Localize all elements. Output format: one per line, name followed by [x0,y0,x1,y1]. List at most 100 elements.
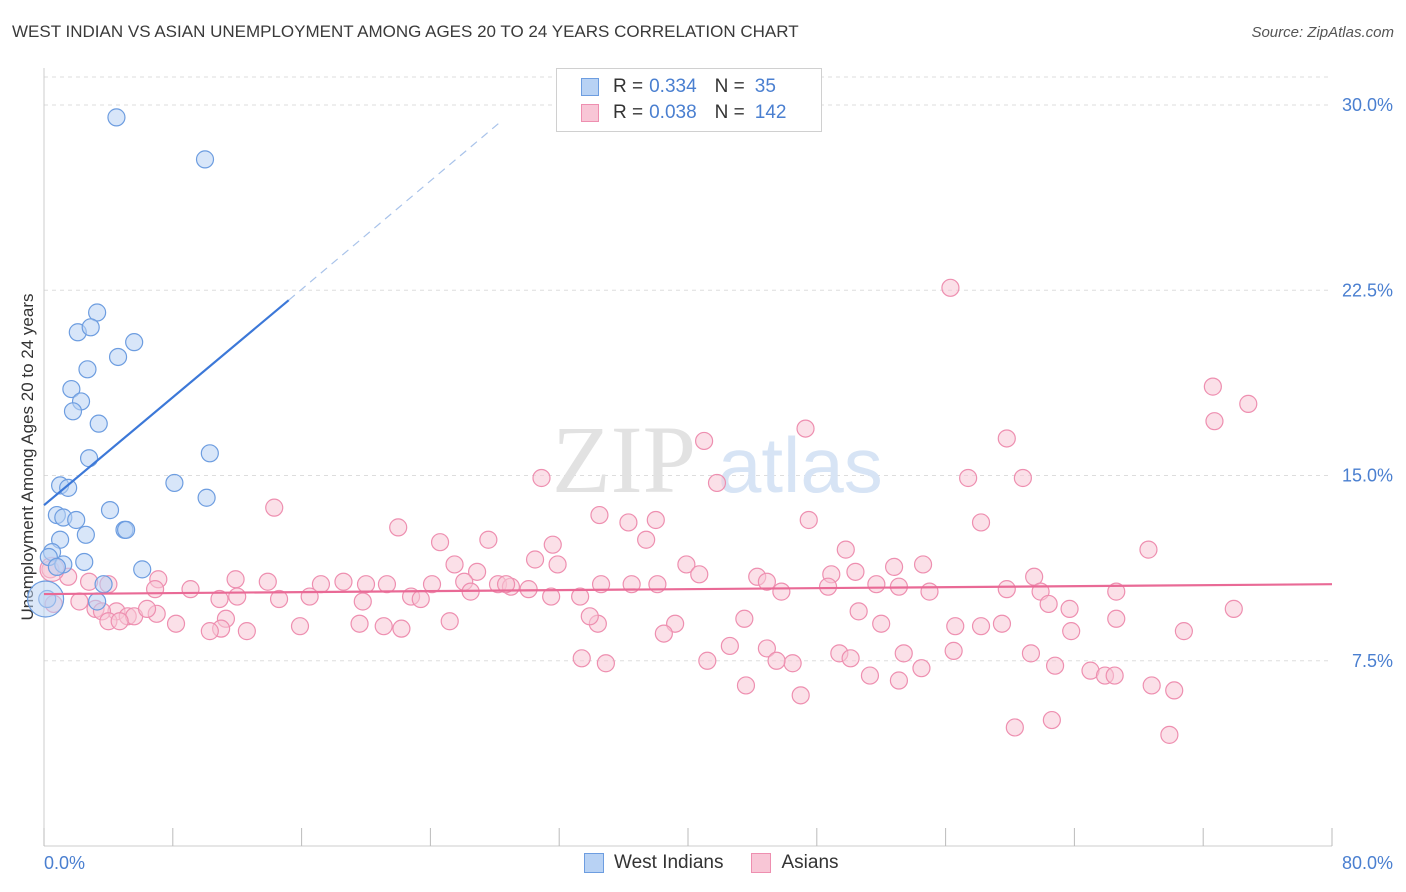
data-point [637,530,656,549]
data-point [353,592,372,611]
data-point [1021,644,1041,663]
data-point [334,572,353,591]
data-point [872,614,891,633]
data-point [76,525,95,544]
data-point [946,617,965,636]
data-point [200,444,219,463]
n-value: 35 [754,76,776,97]
data-point [596,654,615,673]
data-point [166,614,186,633]
data-point [228,587,247,606]
data-point [646,510,665,530]
data-point [1139,540,1158,559]
data-point [1203,377,1222,396]
series-legend: West Indians Asians [584,852,867,874]
data-point [590,505,609,525]
data-point [867,575,886,594]
data-point [47,557,66,577]
data-point [94,575,113,594]
west-indians-legend-swatch [584,853,604,873]
data-point [941,278,960,297]
data-point [920,582,939,601]
data-point [392,619,411,638]
data-point [1107,582,1126,601]
data-point [1039,594,1058,614]
data-point-large [27,580,65,618]
data-point [88,592,107,611]
x-ticks [43,828,1333,846]
data-point [1060,599,1079,618]
data-point [525,550,545,569]
data-point [1239,394,1258,413]
r-value: 0.038 [649,102,697,123]
data-point [735,609,754,628]
data-point [467,562,487,581]
data-point [694,431,714,451]
data-point [290,617,310,636]
data-point [548,555,567,574]
data-point [818,577,838,596]
data-point [913,555,933,574]
asians-legend-swatch [751,853,772,873]
data-point [269,589,289,609]
data-point [1105,666,1124,685]
r-value: 0.334 [649,76,697,97]
data-point [197,488,216,507]
data-point [889,671,909,690]
data-point [377,575,397,594]
data-point [757,639,776,658]
data-point [894,644,913,663]
data-point [736,676,756,695]
series-west-indians [27,108,219,618]
data-point [997,429,1016,448]
data-point [690,565,709,584]
data-point [1160,725,1179,744]
data-point [356,575,376,594]
data-point [997,580,1016,599]
data-point [1165,681,1184,700]
data-point [542,587,561,606]
y-tick-label: 30.0% [1342,95,1393,115]
watermark: ZIP atlas [552,406,883,513]
data-point [1062,622,1081,641]
data-point [62,379,81,399]
data-point [445,555,464,574]
data-point [110,612,129,631]
trend-line-west-indians [43,299,290,507]
data-point [422,575,442,594]
data-point [137,599,157,618]
data-point [479,530,498,549]
data-point [846,562,865,581]
data-point [440,612,459,631]
trend-lines [43,119,1333,596]
data-point [79,449,99,468]
data-point [300,587,319,606]
data-point [411,589,430,609]
data-point [860,666,880,685]
data-point [145,580,165,599]
series-asians [39,278,1258,744]
data-point [265,498,284,517]
data-point [572,649,591,668]
data-point [75,552,94,572]
data-point [772,582,791,601]
data-point [992,614,1012,633]
y-tick-label: 15.0% [1342,466,1393,486]
n-label: N = [714,76,745,97]
data-point [430,533,450,552]
data-point [767,651,786,670]
r-label: R = [613,76,644,97]
data-point [78,360,97,379]
data-point [1174,622,1193,641]
chart-title: WEST INDIAN VS ASIAN UNEMPLOYMENT AMONG … [12,22,799,41]
data-point [100,501,120,520]
y-axis-label: Unemployment Among Ages 20 to 24 years [18,294,37,621]
data-point [1045,656,1065,675]
data-point [720,636,739,656]
y-tick-label: 22.5% [1342,280,1393,300]
data-point [884,557,904,577]
watermark-zip: ZIP [552,406,696,513]
correlation-legend: R = 0.334 N = 35 R = 0.038 N = 142 [556,68,822,132]
x-tick-label-max: 80.0% [1342,853,1393,873]
data-point [519,580,538,599]
